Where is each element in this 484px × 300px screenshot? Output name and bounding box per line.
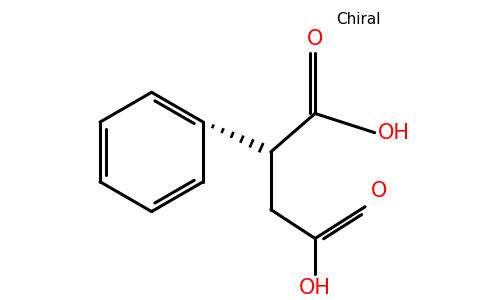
- Text: Chiral: Chiral: [336, 12, 381, 27]
- Text: OH: OH: [299, 278, 331, 298]
- Text: OH: OH: [378, 123, 409, 143]
- Text: O: O: [307, 29, 323, 49]
- Text: O: O: [371, 181, 387, 201]
